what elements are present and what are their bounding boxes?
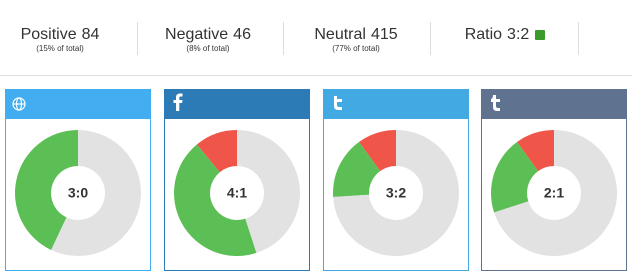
stat-value: 46 [233, 26, 251, 43]
donut-segment [196, 130, 237, 173]
stat-value: 415 [371, 26, 398, 43]
donut-segment [490, 142, 539, 213]
stat: Neutral 415 [314, 26, 397, 43]
donut-segment [494, 130, 618, 256]
panel-header [323, 89, 469, 119]
twitter-icon [334, 96, 342, 110]
donut-segment [15, 130, 78, 251]
stat: Ratio 3:2 [465, 26, 530, 43]
center-label: 3:0 [68, 185, 88, 201]
panel-header [481, 89, 627, 119]
stat-label: Negative [165, 26, 228, 43]
donut-segment [516, 130, 554, 172]
stat-label: Neutral [314, 26, 366, 43]
donut-segment [237, 130, 300, 253]
stat: Negative 46 [165, 26, 251, 43]
donut-segment [333, 130, 460, 257]
stat-value: 3:2 [507, 26, 529, 43]
donut-segment [333, 142, 381, 197]
globe-icon [12, 97, 26, 111]
stat: Positive 84 [21, 26, 100, 43]
stat-note: (8% of total) [186, 44, 229, 53]
stat-value: 84 [82, 26, 100, 43]
tumblr-icon [491, 95, 500, 111]
stat-note: (15% of total) [36, 44, 84, 53]
center-label: 3:2 [386, 185, 406, 201]
stat-label: Ratio [465, 26, 502, 43]
center-label: 4:1 [227, 185, 247, 201]
panel-header [5, 89, 151, 119]
donut-segment [51, 130, 141, 256]
panel-header [164, 89, 310, 119]
donut-segment [174, 144, 257, 256]
facebook-icon [173, 93, 183, 111]
donut-segment [358, 130, 396, 172]
ratio-icon [535, 30, 545, 40]
stat-label: Positive [21, 26, 77, 43]
center-label: 2:1 [544, 185, 564, 201]
stat-note: (77% of total) [332, 44, 380, 53]
